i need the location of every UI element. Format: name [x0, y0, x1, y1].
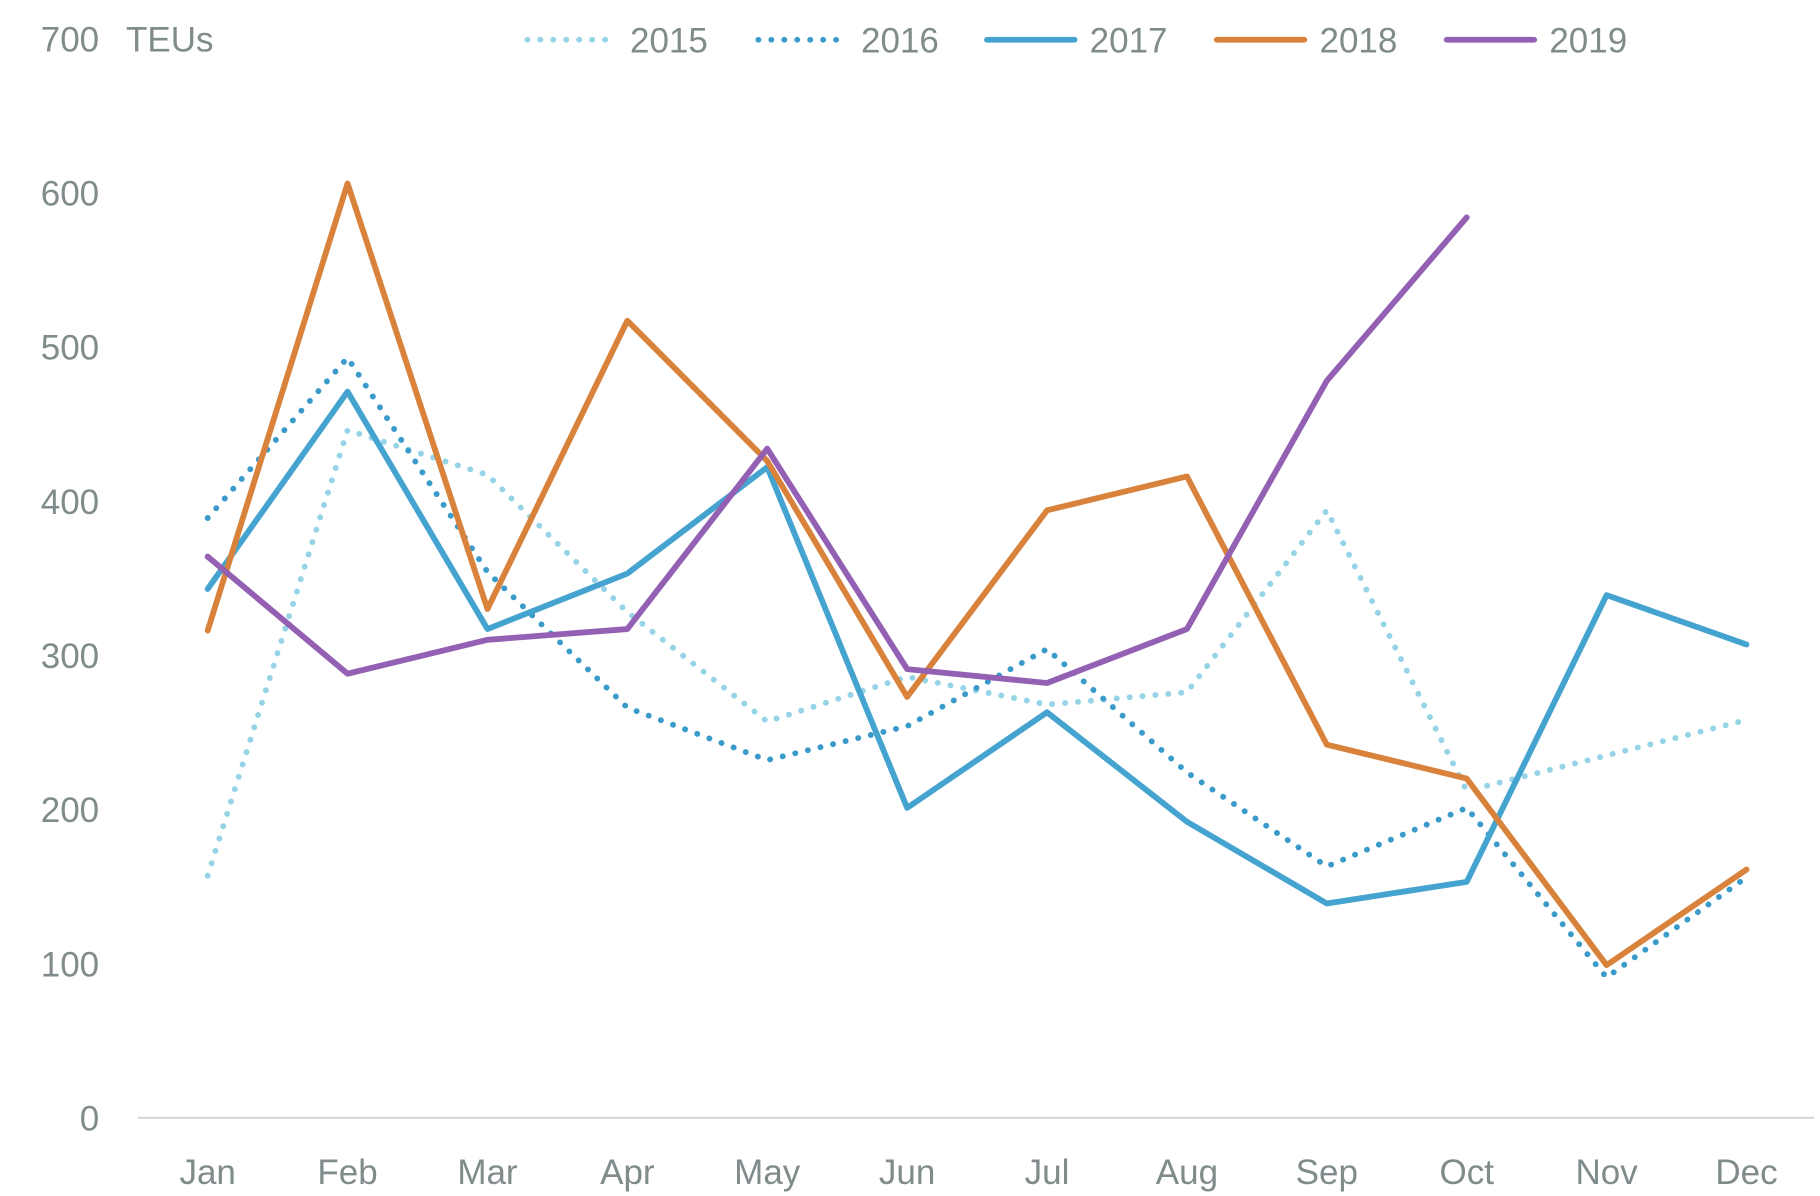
x-tick-label: Mar	[457, 1153, 518, 1192]
x-tick-label: Sep	[1296, 1153, 1358, 1192]
x-tick-label: Jul	[1025, 1153, 1070, 1192]
legend-label: 2016	[861, 22, 939, 61]
legend-item-2016[interactable]: 2016	[755, 22, 939, 61]
series-line-2018	[204, 180, 1750, 969]
legend-label: 2017	[1090, 22, 1168, 61]
x-tick-label: Apr	[600, 1153, 655, 1192]
legend-item-2019[interactable]: 2019	[1443, 22, 1628, 61]
legend-item-2017[interactable]: 2017	[984, 22, 1168, 61]
legend-item-2018[interactable]: 2018	[1213, 22, 1398, 61]
x-tick-label: Oct	[1439, 1153, 1494, 1192]
y-tick-label: 200	[41, 791, 99, 830]
series-line-2016	[204, 352, 1750, 982]
legend-label: 2015	[630, 22, 708, 61]
x-tick-label: Jun	[879, 1153, 935, 1192]
y-tick-label: 500	[41, 329, 99, 368]
y-tick-label: 300	[41, 637, 99, 676]
legend-label: 2018	[1320, 22, 1398, 61]
y-axis-label: TEUs	[126, 20, 214, 59]
x-tick-label: Jan	[179, 1153, 235, 1192]
x-tick-label: Feb	[317, 1153, 377, 1192]
y-tick-label: 600	[41, 175, 99, 214]
series-line-2019	[204, 214, 1470, 686]
series-line-2017	[204, 388, 1750, 907]
legend-item-2015[interactable]: 2015	[524, 22, 708, 61]
y-tick-label: 700	[41, 20, 99, 59]
x-tick-label: Nov	[1575, 1153, 1638, 1192]
x-tick-label: Dec	[1715, 1153, 1777, 1192]
y-tick-label: 0	[80, 1100, 99, 1139]
y-tick-label: 100	[41, 945, 99, 984]
legend-label: 2019	[1549, 22, 1627, 61]
y-tick-label: 400	[41, 483, 99, 522]
x-tick-label: May	[734, 1153, 801, 1192]
x-tick-label: Aug	[1156, 1153, 1218, 1192]
